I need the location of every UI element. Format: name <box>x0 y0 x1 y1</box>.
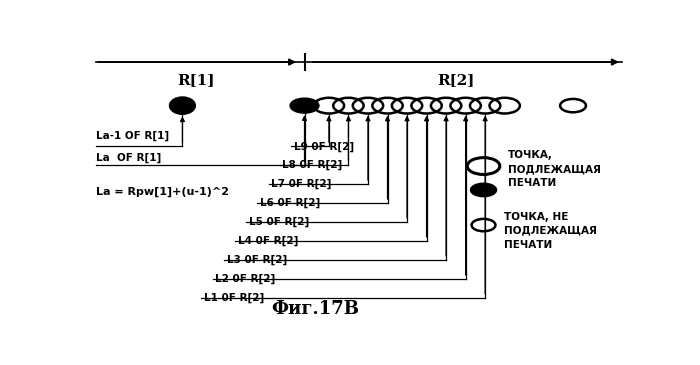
Text: Фиг.17В: Фиг.17В <box>272 300 359 318</box>
Text: L5 0F R[2]: L5 0F R[2] <box>249 217 309 227</box>
Ellipse shape <box>169 97 195 114</box>
Text: R[2]: R[2] <box>438 73 475 87</box>
Text: La = Rpw[1]+(u-1)^2: La = Rpw[1]+(u-1)^2 <box>96 187 229 197</box>
Text: L2 0F R[2]: L2 0F R[2] <box>216 274 276 284</box>
Text: L1 0F R[2]: L1 0F R[2] <box>204 293 265 303</box>
Text: L6 0F R[2]: L6 0F R[2] <box>260 198 321 208</box>
Text: La-1 OF R[1]: La-1 OF R[1] <box>96 131 169 141</box>
Text: L4 0F R[2]: L4 0F R[2] <box>238 236 298 246</box>
Text: R[1]: R[1] <box>177 73 215 87</box>
Text: ТОЧКА,
ПОДЛЕЖАЩАЯ
ПЕЧАТИ: ТОЧКА, ПОДЛЕЖАЩАЯ ПЕЧАТИ <box>508 150 601 188</box>
Text: L3 0F R[2]: L3 0F R[2] <box>227 255 287 265</box>
Text: L7 0F R[2]: L7 0F R[2] <box>272 179 332 189</box>
Text: La  OF R[1]: La OF R[1] <box>96 152 161 162</box>
Text: ТОЧКА, НЕ
ПОДЛЕЖАЩАЯ
ПЕЧАТИ: ТОЧКА, НЕ ПОДЛЕЖАЩАЯ ПЕЧАТИ <box>503 212 596 250</box>
Text: L9 0F R[2]: L9 0F R[2] <box>294 141 354 151</box>
Text: L8 0F R[2]: L8 0F R[2] <box>283 160 343 170</box>
Circle shape <box>290 98 319 113</box>
Circle shape <box>470 183 496 197</box>
